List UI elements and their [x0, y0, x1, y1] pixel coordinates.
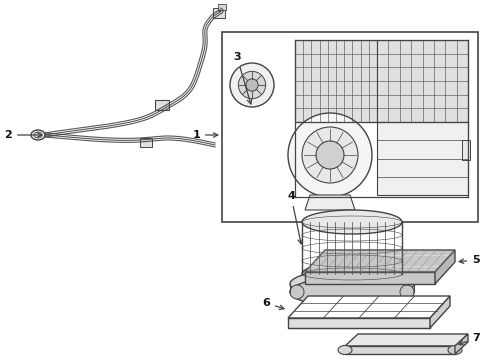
- Text: 7: 7: [459, 333, 480, 345]
- Bar: [140, 138, 152, 147]
- Bar: [222, 32, 478, 222]
- Circle shape: [316, 141, 344, 169]
- Polygon shape: [288, 318, 430, 328]
- Ellipse shape: [302, 262, 402, 286]
- Polygon shape: [305, 250, 455, 272]
- Bar: [155, 100, 169, 110]
- Text: 4: 4: [287, 191, 302, 244]
- Ellipse shape: [31, 130, 45, 140]
- Polygon shape: [430, 296, 450, 328]
- Bar: [295, 40, 377, 122]
- Text: 5: 5: [459, 255, 480, 265]
- Circle shape: [400, 285, 414, 299]
- Text: 1: 1: [192, 130, 218, 140]
- Polygon shape: [305, 272, 435, 284]
- Ellipse shape: [448, 346, 462, 355]
- Polygon shape: [435, 250, 455, 284]
- Circle shape: [290, 285, 304, 299]
- Circle shape: [246, 79, 258, 91]
- Bar: [377, 122, 468, 195]
- Bar: [213, 8, 225, 18]
- Bar: [462, 140, 470, 160]
- Text: 6: 6: [262, 298, 284, 310]
- Ellipse shape: [290, 269, 414, 299]
- Bar: [377, 40, 468, 122]
- Text: 3: 3: [233, 52, 252, 104]
- Polygon shape: [305, 195, 355, 210]
- Ellipse shape: [34, 132, 42, 138]
- Ellipse shape: [290, 277, 414, 307]
- Polygon shape: [345, 334, 468, 346]
- Circle shape: [238, 71, 266, 99]
- Ellipse shape: [338, 346, 352, 355]
- Polygon shape: [455, 334, 468, 354]
- Bar: [218, 4, 226, 10]
- Circle shape: [302, 127, 358, 183]
- Polygon shape: [345, 346, 455, 354]
- Text: 2: 2: [4, 130, 42, 140]
- Polygon shape: [288, 296, 450, 318]
- Circle shape: [230, 63, 274, 107]
- Circle shape: [288, 113, 372, 197]
- Ellipse shape: [302, 210, 402, 234]
